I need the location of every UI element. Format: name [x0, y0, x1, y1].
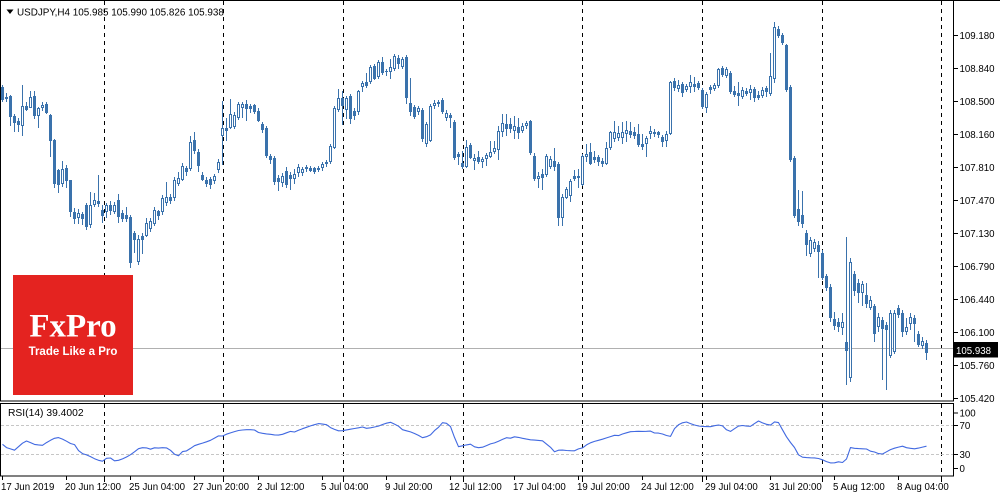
svg-text:105.938: 105.938 [956, 346, 991, 357]
svg-text:20 Jun 12:00: 20 Jun 12:00 [65, 482, 122, 493]
svg-text:107.810: 107.810 [960, 163, 996, 174]
svg-text:105.420: 105.420 [960, 394, 996, 405]
svg-text:17 Jun 2019: 17 Jun 2019 [1, 482, 54, 493]
svg-text:Trade Like a Pro: Trade Like a Pro [29, 346, 118, 358]
svg-text:109.180: 109.180 [960, 31, 996, 42]
svg-text:107.130: 107.130 [960, 229, 996, 240]
svg-text:108.160: 108.160 [960, 130, 996, 141]
svg-text:108.840: 108.840 [960, 64, 996, 75]
svg-text:100: 100 [960, 409, 977, 420]
svg-text:FxPro: FxPro [29, 309, 116, 345]
svg-text:107.470: 107.470 [960, 196, 996, 207]
svg-text:29 Jul 04:00: 29 Jul 04:00 [705, 482, 758, 493]
svg-text:106.790: 106.790 [960, 262, 996, 273]
svg-text:2 Jul 12:00: 2 Jul 12:00 [257, 482, 305, 493]
svg-text:24 Jul 12:00: 24 Jul 12:00 [641, 482, 694, 493]
svg-text:25 Jun 04:00: 25 Jun 04:00 [129, 482, 186, 493]
svg-text:31 Jul 20:00: 31 Jul 20:00 [769, 482, 822, 493]
svg-text:9 Jul 20:00: 9 Jul 20:00 [385, 482, 433, 493]
svg-text:12 Jul 12:00: 12 Jul 12:00 [449, 482, 502, 493]
svg-text:8 Aug 04:00: 8 Aug 04:00 [897, 482, 949, 493]
svg-text:108.500: 108.500 [960, 97, 996, 108]
svg-text:106.440: 106.440 [960, 295, 996, 306]
svg-text:USDJPY,H4 105.985 105.990 105: USDJPY,H4 105.985 105.990 105.826 105.93… [17, 8, 224, 19]
svg-text:105.760: 105.760 [960, 361, 996, 372]
svg-text:27 Jun 20:00: 27 Jun 20:00 [193, 482, 250, 493]
svg-text:70: 70 [960, 421, 971, 432]
svg-text:5 Aug 12:00: 5 Aug 12:00 [833, 482, 885, 493]
svg-text:30: 30 [960, 450, 971, 461]
svg-text:19 Jul 20:00: 19 Jul 20:00 [577, 482, 630, 493]
svg-text:17 Jul 04:00: 17 Jul 04:00 [513, 482, 566, 493]
svg-text:106.100: 106.100 [960, 328, 996, 339]
svg-text:5 Jul 04:00: 5 Jul 04:00 [321, 482, 369, 493]
svg-text:RSI(14) 39.4002: RSI(14) 39.4002 [8, 408, 84, 419]
svg-text:0: 0 [960, 464, 966, 475]
